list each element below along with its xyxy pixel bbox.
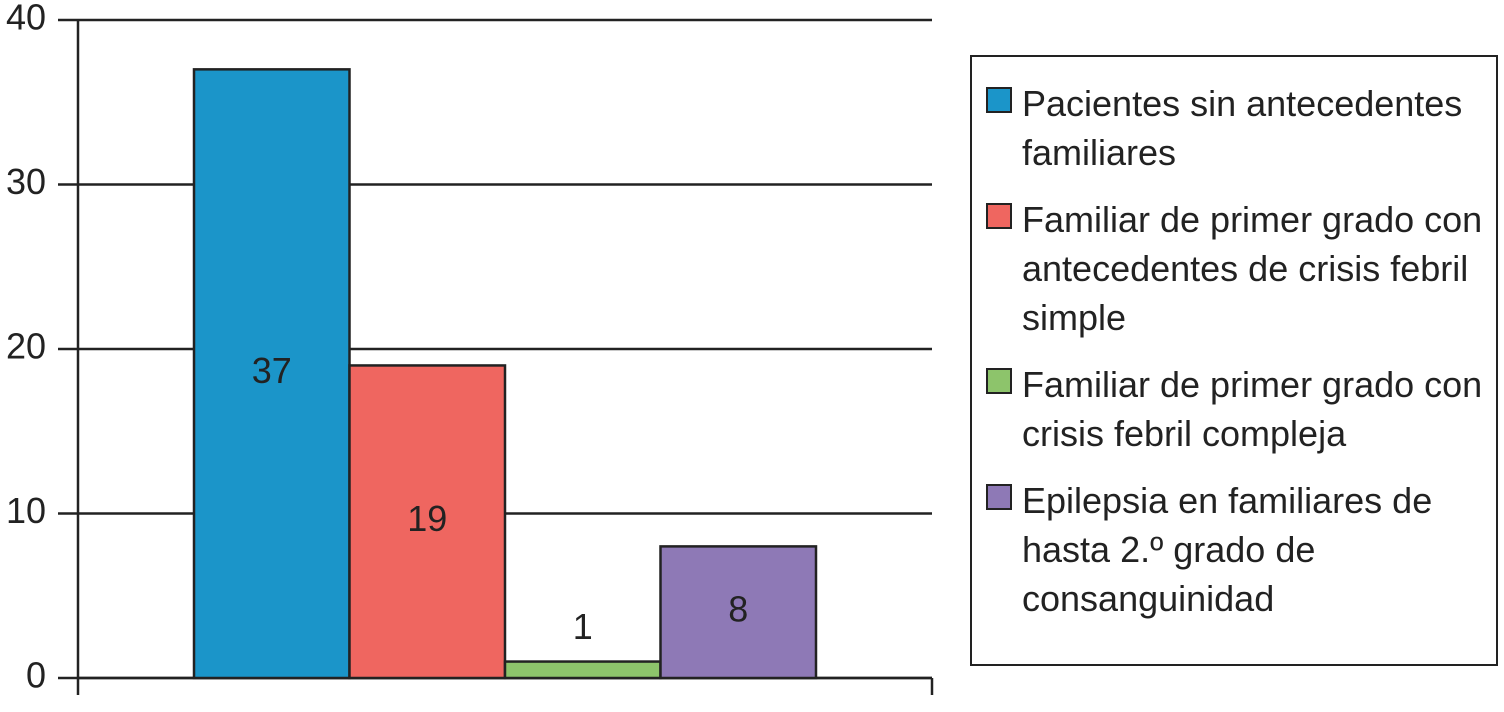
legend-item: Epilepsia en familiares de hasta 2.º gra… <box>986 476 1486 623</box>
bar <box>659 545 818 680</box>
data-label: 37 <box>252 350 292 391</box>
chart: 0 10 20 30 40 37 19 1 8 <box>6 0 934 696</box>
y-tick-label: 10 <box>6 490 46 531</box>
legend-label: Familiar de primer grado con antecedente… <box>1022 199 1483 338</box>
legend-label: Epilepsia en familiares de hasta 2.º gra… <box>1022 480 1433 619</box>
data-label: 1 <box>573 606 593 647</box>
legend-item: Familiar de primer grado con antecedente… <box>986 195 1486 342</box>
y-tick-label: 0 <box>26 655 46 696</box>
legend-swatch <box>986 484 1012 510</box>
legend-label: Familiar de primer grado con crisis febr… <box>1022 364 1483 454</box>
bar <box>348 364 507 680</box>
data-label: 8 <box>728 589 748 630</box>
legend-swatch <box>986 87 1012 113</box>
bar <box>503 660 662 680</box>
data-label: 19 <box>407 498 447 539</box>
legend-item: Familiar de primer grado con crisis febr… <box>986 360 1486 458</box>
legend-swatch <box>986 368 1012 394</box>
bar <box>192 68 351 680</box>
legend-swatch <box>986 203 1012 229</box>
legend-label: Pacientes sin antecedentes familiares <box>1022 83 1463 173</box>
legend-item: Pacientes sin antecedentes familiares <box>986 79 1486 177</box>
y-tick-label: 40 <box>6 0 46 38</box>
y-tick-label: 20 <box>6 326 46 367</box>
legend: Pacientes sin antecedentes familiares Fam… <box>970 55 1498 666</box>
y-tick-label: 30 <box>6 161 46 202</box>
